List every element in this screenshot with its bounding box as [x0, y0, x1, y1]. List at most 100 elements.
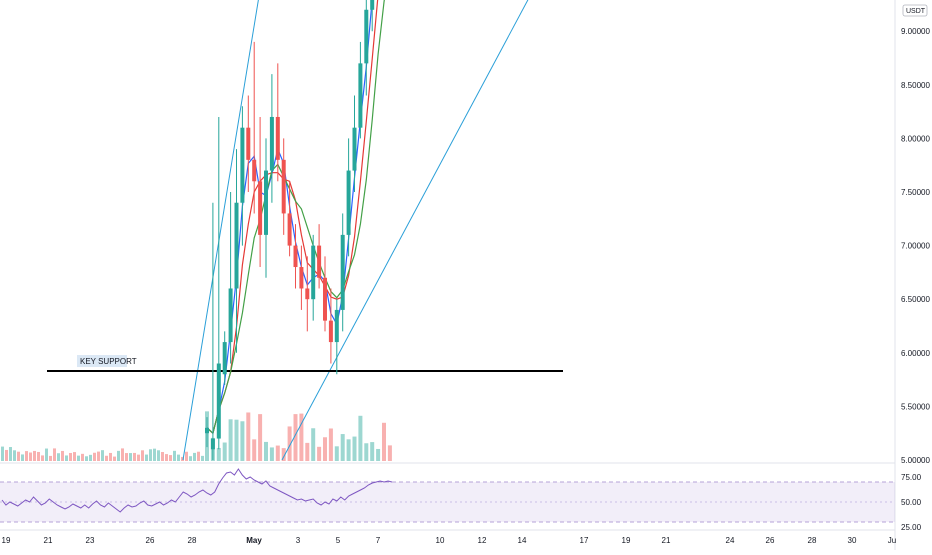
key-support-label: KEY SUPPORT	[80, 357, 137, 366]
volume-bar	[216, 447, 221, 461]
candle-body	[216, 363, 221, 439]
candle-body	[264, 170, 268, 235]
candle-body	[328, 320, 333, 343]
candle-body	[258, 181, 263, 235]
time-tick-label: 28	[188, 536, 197, 545]
candle-body	[228, 288, 233, 343]
volume-bar	[173, 450, 176, 461]
volume-bar	[228, 419, 233, 461]
price-axis[interactable]: 5.00000 5.50000 6.00000 6.50000 7.00000 7.500…	[0, 0, 932, 532]
time-tick-label: 23	[86, 536, 95, 545]
candles	[205, 0, 375, 460]
volume-bar	[328, 428, 333, 461]
volume-bar	[157, 450, 160, 461]
time-tick-label: 26	[146, 536, 155, 545]
volume-bar	[181, 456, 184, 461]
volume-bars	[1, 411, 392, 461]
time-tick-label: 5	[336, 536, 341, 545]
candle-body	[352, 127, 357, 171]
candle-body	[370, 0, 375, 10]
price-tick-label: 5.00000	[901, 456, 930, 465]
volume-bar	[264, 441, 268, 461]
volume-bar	[53, 448, 56, 461]
volume-bar	[49, 455, 52, 461]
candle-body	[252, 159, 257, 182]
time-tick-label: 12	[478, 536, 487, 545]
volume-bar	[287, 426, 292, 461]
volume-bar	[129, 453, 132, 461]
rsi-line	[1, 468, 393, 513]
volume-bar	[73, 452, 76, 461]
candle-body	[299, 267, 304, 289]
volume-bar	[234, 419, 239, 461]
price-tick-label: 9.00000	[901, 27, 930, 36]
candle-body	[269, 116, 274, 171]
volume-bar	[165, 454, 168, 461]
price-tick-label: 8.50000	[901, 81, 930, 90]
volume-bar	[121, 448, 124, 461]
rsi-tick-label: 50.00	[901, 498, 922, 507]
candle-body	[346, 170, 351, 235]
candle-body	[240, 127, 245, 203]
candle-body	[293, 245, 298, 268]
volume-bar	[275, 445, 280, 461]
time-tick-label: 14	[518, 536, 527, 545]
volume-bar	[161, 452, 164, 461]
volume-bar	[21, 454, 24, 461]
rsi-tick-label: 25.00	[901, 523, 922, 532]
time-axis[interactable]: 19 21 23 26 28 May 3 5 7 10 12 14 17 19 21 24 26 28 30 Ju	[2, 536, 897, 545]
trend-line-steep[interactable]	[182, 0, 320, 461]
candle-body	[305, 288, 310, 300]
candle-body	[281, 159, 286, 214]
volume-bar	[149, 449, 152, 461]
volume-bar	[109, 452, 112, 461]
candle-body	[364, 9, 369, 64]
volume-bar	[25, 451, 28, 461]
price-tick-label: 6.50000	[901, 295, 930, 304]
time-tick-label: 21	[662, 536, 671, 545]
time-tick-label: 28	[808, 536, 817, 545]
volume-bar	[376, 448, 381, 461]
volume-bar	[45, 448, 48, 461]
rsi-tick-label: 75.00	[901, 473, 922, 482]
candle-body	[340, 234, 345, 310]
candle-body	[317, 245, 322, 278]
volume-bar	[29, 452, 32, 461]
rsi-pane	[1, 468, 393, 513]
currency-badge[interactable]	[902, 4, 928, 17]
candle-body	[334, 309, 339, 343]
volume-bar	[334, 446, 339, 461]
candle-body	[311, 245, 316, 300]
volume-bar	[5, 449, 8, 461]
time-tick-label: 24	[726, 536, 735, 545]
price-tick-label: 5.50000	[901, 402, 930, 411]
volume-bar	[185, 451, 188, 461]
volume-bar	[85, 456, 88, 461]
volume-bar	[346, 439, 351, 461]
volume-bar	[125, 453, 128, 461]
trend-lines[interactable]: KEY SUPPORT	[47, 0, 563, 461]
volume-bar	[299, 413, 304, 461]
volume-bar	[246, 412, 251, 461]
volume-bar	[133, 452, 136, 461]
candle-body	[323, 277, 327, 321]
trend-line-support[interactable]	[281, 0, 557, 461]
volume-bar	[113, 456, 116, 461]
candle-body	[210, 438, 215, 450]
volume-bar	[33, 450, 36, 461]
time-tick-label: Ju	[888, 536, 896, 545]
volume-bar	[222, 442, 227, 461]
volume-bar	[37, 451, 40, 461]
volume-bar	[65, 455, 68, 461]
time-tick-label: May	[246, 536, 262, 545]
price-tick-label: 7.50000	[901, 188, 930, 197]
candle-body	[246, 127, 251, 160]
volume-bar	[153, 448, 156, 461]
volume-bar	[387, 445, 392, 461]
time-tick-label: 19	[622, 536, 631, 545]
volume-bar	[141, 450, 144, 461]
volume-bar	[1, 446, 4, 461]
volume-bar	[240, 421, 245, 461]
